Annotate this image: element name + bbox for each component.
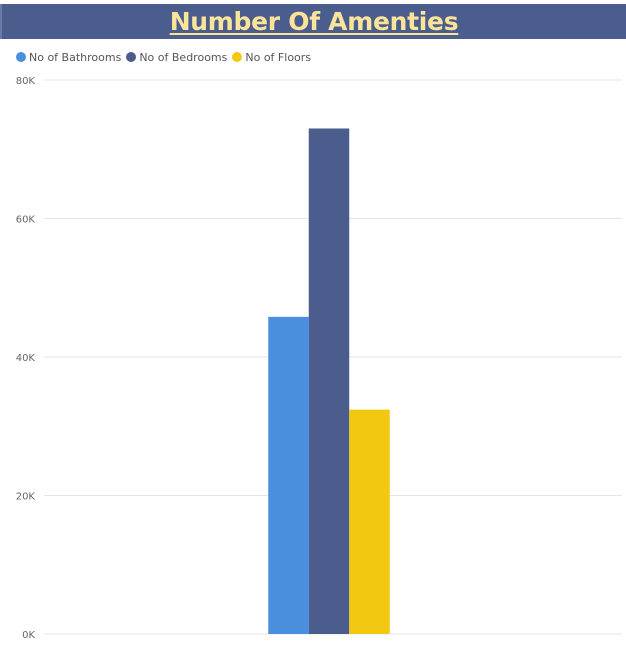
chart-legend: No of Bathrooms No of Bedrooms No of Flo…	[16, 50, 316, 64]
legend-label-bathrooms: No of Bathrooms	[29, 50, 122, 64]
legend-item-floors[interactable]: No of Floors	[232, 51, 311, 64]
legend-dot-floors	[232, 52, 243, 62]
bar-no-of-bathrooms[interactable]	[268, 316, 309, 634]
legend-label-floors: No of Floors	[245, 50, 312, 64]
y-tick-label-2: 40K	[16, 353, 36, 364]
y-tick-label-1: 20K	[16, 492, 36, 503]
legend-label-bedrooms: No of Bedrooms	[139, 50, 228, 64]
chart-title: Number Of Amenties	[169, 7, 459, 36]
legend-item-bedrooms[interactable]: No of Bedrooms	[126, 51, 227, 64]
legend-dot-bedrooms	[126, 52, 137, 62]
y-tick-label-3: 60K	[16, 215, 36, 226]
legend-item-bathrooms[interactable]: No of Bathrooms	[16, 51, 121, 64]
chart-title-bar: Number Of Amenties	[0, 4, 626, 39]
bar-no-of-floors[interactable]	[349, 409, 390, 634]
bar-no-of-bedrooms[interactable]	[308, 128, 350, 634]
y-tick-label-4: 80K	[16, 76, 36, 87]
y-tick-label-0: 0K	[22, 630, 35, 641]
legend-dot-bathrooms	[16, 52, 26, 62]
